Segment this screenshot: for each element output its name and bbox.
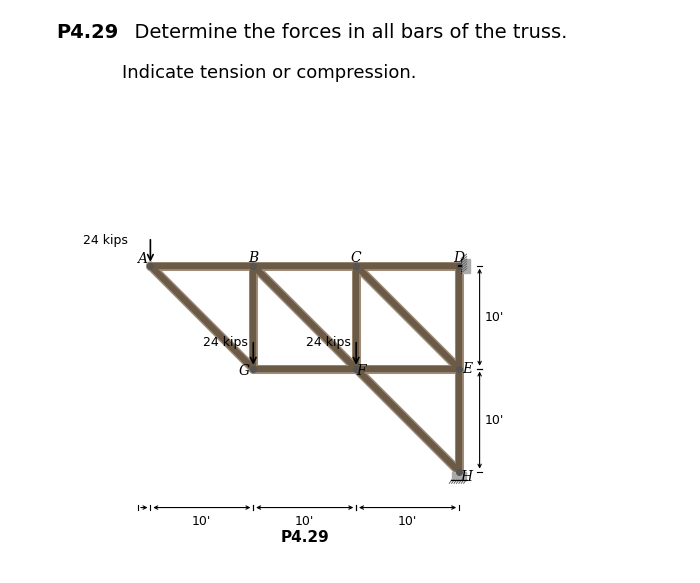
- Text: Indicate tension or compression.: Indicate tension or compression.: [122, 64, 417, 82]
- Text: 10': 10': [398, 515, 417, 528]
- Text: P4.29: P4.29: [280, 530, 329, 545]
- Bar: [452, 472, 466, 480]
- Text: 24 kips: 24 kips: [83, 234, 128, 247]
- Text: 24 kips: 24 kips: [203, 336, 248, 349]
- Text: C: C: [351, 251, 361, 265]
- Text: 10': 10': [485, 311, 504, 324]
- Text: A: A: [137, 252, 147, 266]
- Text: 10': 10': [192, 515, 211, 528]
- Text: 24 kips: 24 kips: [306, 336, 351, 349]
- Bar: [461, 259, 470, 273]
- Text: G: G: [239, 364, 250, 378]
- Text: F: F: [356, 364, 366, 378]
- Text: E: E: [462, 361, 472, 375]
- Text: 10': 10': [485, 413, 504, 427]
- Text: D: D: [454, 251, 465, 265]
- Text: B: B: [248, 251, 258, 265]
- Text: 10': 10': [295, 515, 314, 528]
- Text: Determine the forces in all bars of the truss.: Determine the forces in all bars of the …: [122, 23, 568, 43]
- Text: P4.29: P4.29: [56, 23, 118, 43]
- Text: H: H: [460, 470, 473, 484]
